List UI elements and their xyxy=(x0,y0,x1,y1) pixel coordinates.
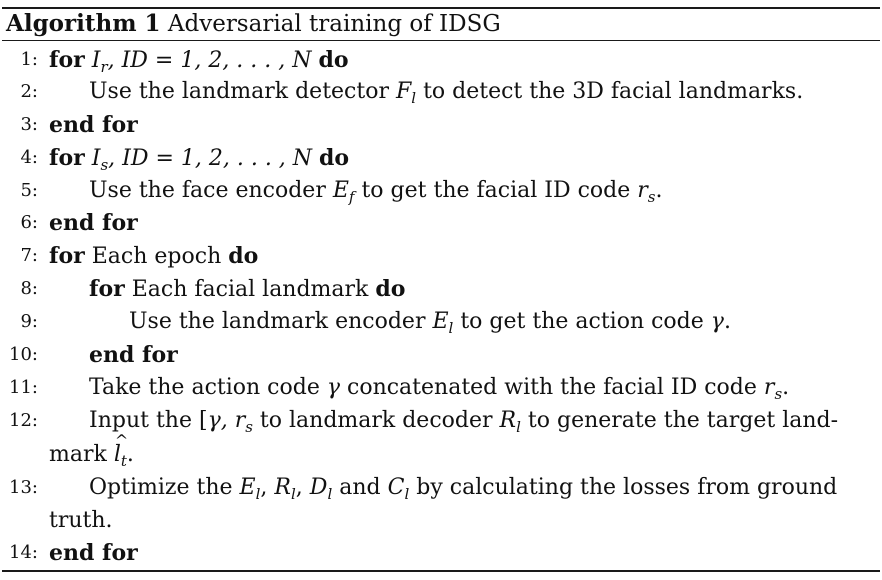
keyword: for xyxy=(89,276,125,302)
line-number: 13: xyxy=(9,477,38,498)
text: to landmark decoder xyxy=(259,408,493,433)
math-subscript: s xyxy=(100,156,109,174)
text: , xyxy=(295,475,303,500)
math: E xyxy=(432,309,449,334)
math: r xyxy=(637,178,648,203)
math-subscript: l xyxy=(448,319,454,337)
math-subscript: l xyxy=(404,485,410,503)
keyword: end for xyxy=(49,112,138,138)
text: concatenated with the facial ID code xyxy=(347,375,757,400)
line-number: 6: xyxy=(20,212,38,233)
math-subscript: l xyxy=(255,485,261,503)
keyword: do xyxy=(318,47,349,73)
math: E xyxy=(239,475,256,500)
line-number: 1: xyxy=(20,49,38,70)
line-number: 2: xyxy=(20,81,38,102)
math: R xyxy=(499,408,517,433)
line-number: 5: xyxy=(20,180,38,201)
math-subscript: l xyxy=(327,485,333,503)
keyword: end for xyxy=(89,342,178,368)
algorithm-title: Adversarial training of IDSG xyxy=(167,11,501,37)
math: E xyxy=(332,178,349,203)
text: mark xyxy=(49,442,107,467)
math: R xyxy=(274,475,291,500)
text: Use the face encoder xyxy=(89,178,326,203)
math-subscript: l xyxy=(411,89,417,107)
math: γ xyxy=(710,309,724,334)
keyword: do xyxy=(319,145,350,171)
algorithm-label: Algorithm 1 xyxy=(6,10,161,37)
math: l xyxy=(114,425,129,471)
math-subscript: s xyxy=(245,418,253,436)
line-number: 4: xyxy=(20,147,38,168)
line-number: 10: xyxy=(9,344,38,365)
line-number: 3: xyxy=(20,114,38,135)
line-number: 7: xyxy=(20,245,38,266)
keyword: do xyxy=(375,276,406,302)
keyword: for xyxy=(49,47,85,73)
math-subscript: l xyxy=(516,418,521,436)
math-subscript: r xyxy=(100,58,108,76)
text: and xyxy=(339,475,381,500)
keyword: for xyxy=(49,145,85,171)
math-subscript: s xyxy=(774,385,783,403)
math: , ID = 1, 2, . . . , N xyxy=(107,48,312,73)
line-number: 14: xyxy=(9,542,38,563)
text: . xyxy=(655,178,663,203)
text: . xyxy=(782,375,790,400)
text: , xyxy=(260,475,268,500)
text: . xyxy=(723,309,731,334)
text: Optimize the xyxy=(89,475,233,500)
math: D xyxy=(309,475,328,500)
top-rule xyxy=(2,7,880,9)
math: γ, r xyxy=(207,408,246,433)
caption-rule xyxy=(2,40,880,41)
math-subscript: l xyxy=(290,485,296,503)
text: to get the action code xyxy=(460,309,704,334)
math: I xyxy=(91,146,101,171)
text: Input the [ xyxy=(89,408,208,433)
math-subscript: t xyxy=(120,452,127,470)
math: r xyxy=(763,375,775,400)
text: . xyxy=(126,442,134,467)
text: Take the action code xyxy=(89,375,320,400)
text: Use the landmark encoder xyxy=(129,309,426,334)
text: Each epoch xyxy=(91,244,222,269)
algorithm-caption: Algorithm 1 Adversarial training of IDSG xyxy=(6,10,501,37)
text: to detect the 3D facial landmarks. xyxy=(423,79,804,104)
keyword: do xyxy=(228,243,259,269)
math: C xyxy=(387,475,405,500)
text: to get the facial ID code xyxy=(361,178,631,203)
text: Use the landmark detector xyxy=(89,79,389,104)
math: F xyxy=(395,79,412,104)
text: by calculating the losses from ground xyxy=(416,475,838,500)
text: Each facial landmark xyxy=(131,277,369,302)
keyword: end for xyxy=(49,210,138,236)
math-subscript: s xyxy=(647,188,656,206)
line-number: 8: xyxy=(20,278,38,299)
math: γ xyxy=(326,375,340,400)
text: to generate the target land- xyxy=(527,408,839,433)
text: truth. xyxy=(49,508,113,533)
bottom-rule xyxy=(2,570,880,572)
keyword: end for xyxy=(49,540,138,566)
line-number: 11: xyxy=(9,377,38,398)
line-number: 9: xyxy=(20,311,38,332)
math-subscript: f xyxy=(348,188,355,206)
keyword: for xyxy=(49,243,85,269)
math: , ID = 1, 2, . . . , N xyxy=(108,146,313,171)
math: I xyxy=(91,48,101,73)
line-number: 12: xyxy=(9,410,38,431)
